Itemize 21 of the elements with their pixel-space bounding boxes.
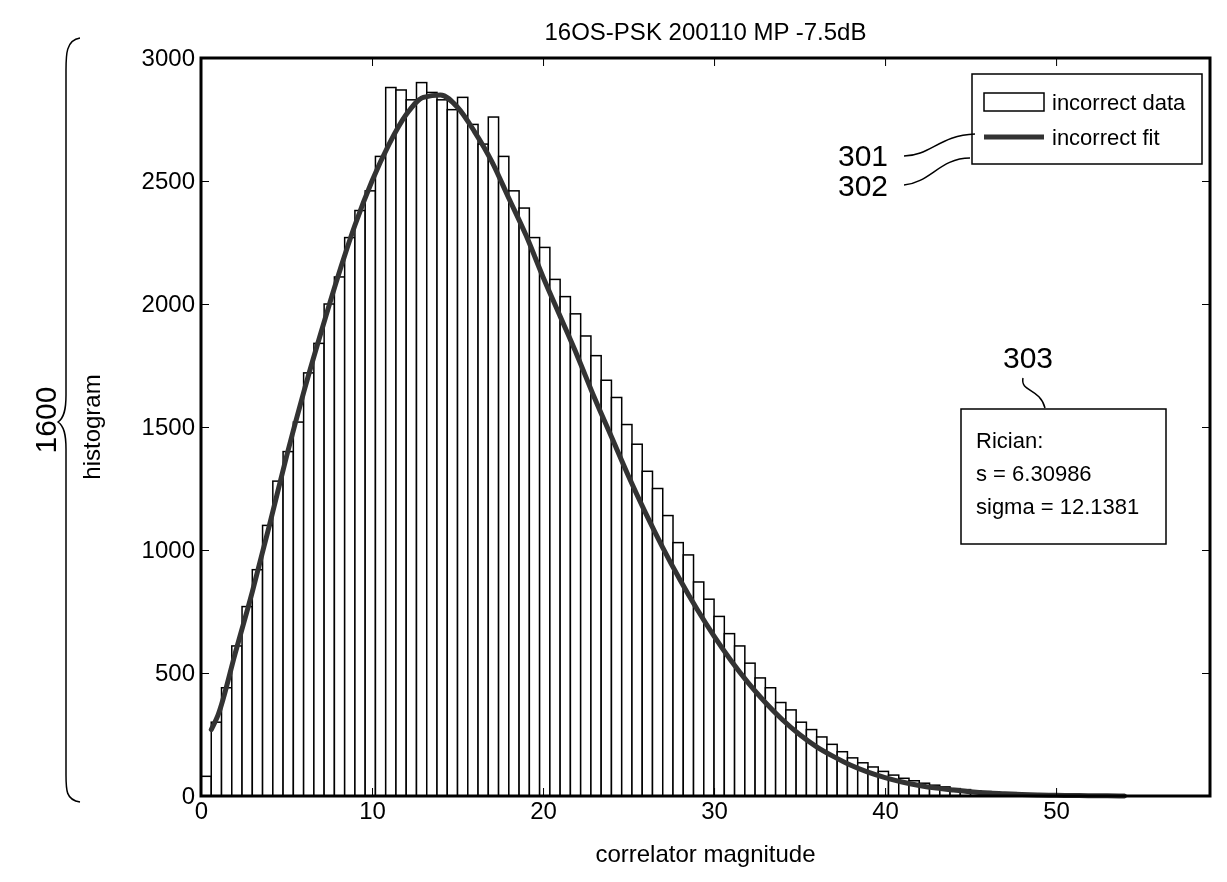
annotation: 303 [1002,341,1054,374]
y-tick-label: 1000 [141,536,195,564]
x-tick-label: 50 [1043,797,1070,825]
x-axis-title: correlator magnitude [595,840,816,867]
legend-label: incorrect fit [1052,125,1160,150]
y-axis-title: histogram [78,374,105,480]
y-tick-label: 2000 [141,290,195,318]
y-tick-label: 1500 [141,413,195,441]
y-tick-label: 3000 [141,44,195,72]
x-tick-label: 30 [701,797,728,825]
x-tick-label: 40 [872,797,899,825]
y-tick-label: 2500 [141,167,195,195]
annotation: 302 [838,169,889,202]
y-tick-label: 500 [154,659,195,687]
x-tick-label: 20 [530,797,557,825]
legend-label: incorrect data [1052,90,1187,115]
chart-title: 16OS-PSK 200110 MP -7.5dB [544,18,867,45]
x-tick-label: 10 [359,797,386,825]
annotation: 301 [838,139,889,172]
annotation: Rician: s = 6.30986 sigma = 12.1381 [976,428,1140,519]
text: 1600 [29,386,62,454]
